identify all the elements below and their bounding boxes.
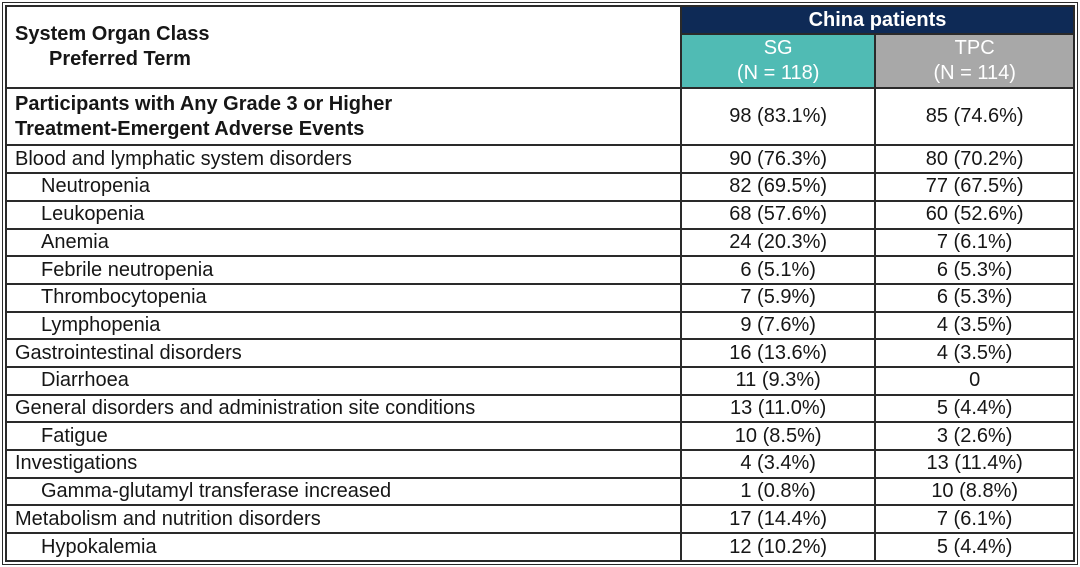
soc-header-line2: Preferred Term [49,48,191,70]
tpc-value: 7 (6.1%) [874,504,1075,535]
summary-tpc-value: 85 (74.6%) [874,86,1075,147]
summary-sg-value: 98 (83.1%) [679,86,877,147]
sg-value: 16 (13.6%) [679,338,877,368]
column-header-system-organ-class: System Organ Class Preferred Term [5,5,682,89]
tpc-header-n: (N = 114) [933,62,1016,84]
sg-value: 82 (69.5%) [679,172,877,202]
tpc-value: 13 (11.4%) [874,449,1075,479]
sg-header-label: SG [763,37,793,59]
row-label: Diarrhoea [5,365,682,396]
row-label: Lymphopenia [5,310,682,341]
table-row: Neutropenia 82 (69.5%) 77 (67.5%) [5,172,1075,202]
tpc-value: 5 (4.4%) [874,532,1075,562]
row-label: Anemia [5,227,682,258]
sg-value: 12 (10.2%) [679,532,877,562]
column-header-sg: SG (N = 118) [679,33,877,89]
arm-header-row: SG (N = 118) TPC (N = 114) [6,33,1075,89]
table-row: Febrile neutropenia 6 (5.1%) 6 (5.3%) [5,255,1075,285]
sg-value: 24 (20.3%) [679,227,877,258]
group-header-row: System Organ Class Preferred Term China … [5,5,1076,89]
row-label: Leukopenia [5,199,682,230]
tpc-value: 3 (2.6%) [874,421,1075,452]
summary-label-line2: Treatment-Emergent Adverse Events [15,117,365,140]
tpc-value: 0 [874,365,1075,396]
tpc-value: 6 (5.3%) [874,255,1075,285]
table-row: Hypokalemia 12 (10.2%) 5 (4.4%) [5,532,1075,562]
row-label: Fatigue [5,421,682,452]
tpc-value: 77 (67.5%) [874,172,1075,202]
summary-label-line1: Participants with Any Grade 3 or Higher [15,92,393,115]
row-label: Gastrointestinal disorders [5,338,682,368]
row-label: Blood and lymphatic system disorders [5,144,682,175]
column-header-tpc: TPC (N = 114) [874,33,1075,89]
sg-value: 1 (0.8%) [679,476,877,507]
sg-value: 13 (11.0%) [679,393,877,424]
table-row: General disorders and administration sit… [5,393,1075,424]
summary-row: Participants with Any Grade 3 or Higher … [5,86,1075,147]
row-label: General disorders and administration sit… [5,393,682,424]
sg-value: 68 (57.6%) [679,199,877,230]
sg-value: 9 (7.6%) [679,310,877,341]
sg-value: 7 (5.9%) [679,282,877,313]
table-row: Gamma-glutamyl transferase increased 1 (0… [5,476,1075,507]
summary-row-label: Participants with Any Grade 3 or Higher … [5,86,682,147]
soc-header-line1: System Organ Class [15,23,210,45]
tpc-value: 4 (3.5%) [874,310,1075,341]
tpc-value: 7 (6.1%) [874,227,1075,258]
table-row: Blood and lymphatic system disorders 90 (… [5,144,1075,175]
row-label: Thrombocytopenia [5,282,682,313]
tpc-value: 5 (4.4%) [874,393,1075,424]
tpc-value: 60 (52.6%) [874,199,1075,230]
tpc-header-label: TPC [954,37,995,59]
sg-value: 17 (14.4%) [679,504,877,535]
sg-value: 6 (5.1%) [679,255,877,285]
sg-header-n: (N = 118) [736,62,820,84]
table-body: Participants with Any Grade 3 or Higher … [5,86,1075,562]
table-header: System Organ Class Preferred Term China … [5,5,1076,89]
tpc-value: 80 (70.2%) [874,144,1075,175]
row-label: Febrile neutropenia [5,255,682,285]
table-row: Lymphopenia 9 (7.6%) 4 (3.5%) [5,310,1075,341]
row-label: Hypokalemia [5,532,682,562]
row-label: Metabolism and nutrition disorders [5,504,682,535]
row-label: Gamma-glutamyl transferase increased [5,476,682,507]
table-row: Anemia 24 (20.3%) 7 (6.1%) [5,227,1075,258]
table-row: Investigations 4 (3.4%) 13 (11.4%) [5,449,1075,479]
table-row: Metabolism and nutrition disorders 17 (14… [5,504,1075,535]
sg-value: 11 (9.3%) [679,365,877,396]
table-row: Gastrointestinal disorders 16 (13.6%) 4 (3… [5,338,1075,368]
sg-value: 90 (76.3%) [679,144,877,175]
tpc-value: 4 (3.5%) [874,338,1075,368]
sg-value: 10 (8.5%) [679,421,877,452]
row-label: Neutropenia [5,172,682,202]
row-label: Investigations [5,449,682,479]
table-row: Thrombocytopenia 7 (5.9%) 6 (5.3%) [5,282,1075,313]
table-row: Leukopenia 68 (57.6%) 60 (52.6%) [5,199,1075,230]
adverse-events-table: System Organ Class Preferred Term China … [5,5,1076,562]
table-row: Fatigue 10 (8.5%) 3 (2.6%) [5,421,1075,452]
table-row: Diarrhoea 11 (9.3%) 0 [5,365,1075,396]
column-group-header-china-patients: China patients [679,5,1076,35]
tpc-value: 6 (5.3%) [874,282,1075,313]
tpc-value: 10 (8.8%) [874,476,1075,507]
sg-value: 4 (3.4%) [679,449,877,479]
